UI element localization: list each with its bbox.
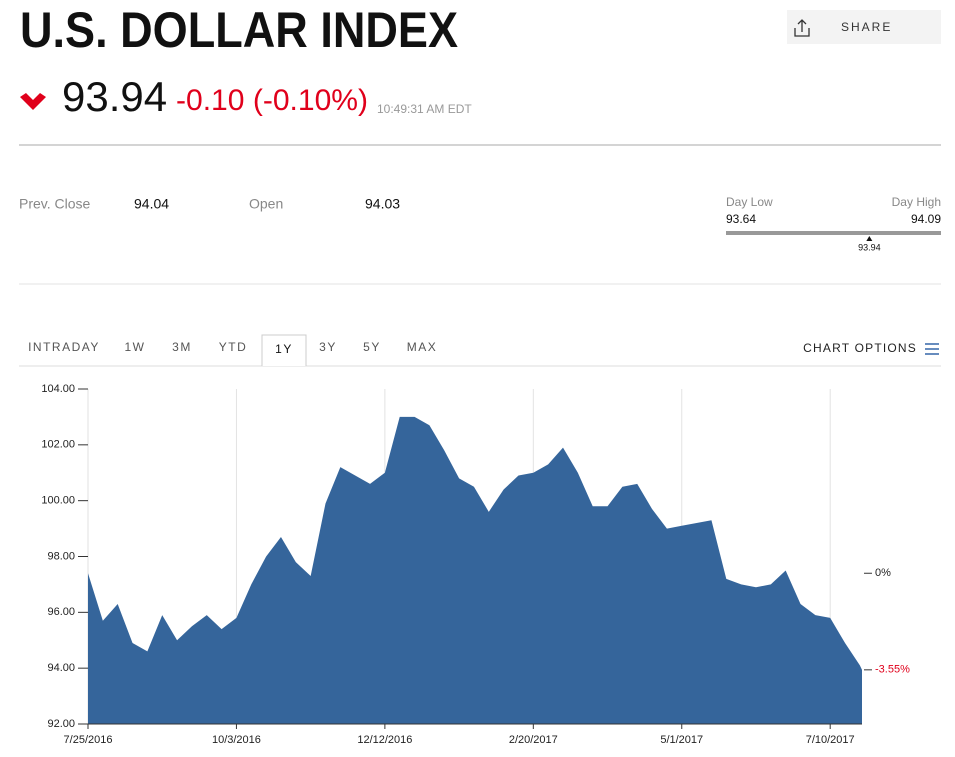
x-tick-label: 12/12/2016 — [357, 734, 412, 746]
prev-close-value: 94.04 — [134, 196, 169, 212]
y-tick-label: 100.00 — [41, 495, 75, 507]
range-tab[interactable]: 1Y — [275, 342, 293, 356]
range-tab[interactable]: MAX — [407, 340, 438, 354]
prev-close-label: Prev. Close — [19, 196, 91, 212]
x-tick-label: 2/20/2017 — [509, 734, 558, 746]
y-tick-label: 92.00 — [47, 718, 75, 730]
range-tab[interactable]: 3M — [172, 340, 192, 354]
range-tab[interactable]: 1W — [125, 340, 146, 354]
day-high-label: Day High — [892, 195, 941, 209]
range-tab[interactable]: 3Y — [319, 340, 337, 354]
quote-time: 10:49:31 AM EDT — [377, 102, 472, 116]
share-button[interactable]: SHARE — [787, 10, 941, 44]
down-arrow — [20, 93, 46, 110]
active-tab[interactable] — [261, 334, 307, 366]
share-label[interactable]: SHARE — [841, 20, 892, 34]
menu-icon[interactable] — [925, 343, 939, 355]
day-range-marker — [866, 236, 873, 241]
share-background[interactable] — [787, 10, 941, 44]
change-label: 0% — [875, 567, 891, 579]
day-low-label: Day Low — [726, 195, 773, 209]
range-tab[interactable]: 5Y — [363, 340, 381, 354]
page-title: U.S. DOLLAR INDEX — [20, 2, 458, 58]
open-value: 94.03 — [365, 196, 400, 212]
y-tick-label: 96.00 — [47, 606, 75, 618]
chart-options[interactable]: CHART OPTIONS — [803, 341, 939, 355]
range-tab[interactable]: INTRADAY — [28, 340, 100, 354]
y-tick-label: 98.00 — [47, 550, 75, 562]
x-tick-label: 5/1/2017 — [660, 734, 703, 746]
share-icon[interactable] — [794, 19, 810, 37]
price-change: -0.10 (-0.10%) — [176, 84, 368, 117]
y-tick-label: 102.00 — [41, 439, 75, 451]
range-tab[interactable]: YTD — [219, 340, 248, 354]
x-tick-label: 7/25/2016 — [64, 734, 113, 746]
day-high-value: 94.09 — [911, 212, 941, 226]
x-tick-label: 10/3/2016 — [212, 734, 261, 746]
day-range-bar — [726, 231, 941, 235]
area — [88, 416, 862, 724]
price: 93.94 — [62, 73, 167, 120]
chart-options-label[interactable]: CHART OPTIONS — [803, 341, 917, 355]
y-tick-label: 104.00 — [41, 383, 75, 395]
day-low-value: 93.64 — [726, 212, 756, 226]
open-label: Open — [249, 196, 283, 212]
change-label: -3.55% — [875, 664, 910, 676]
day-range-current: 93.94 — [858, 242, 881, 252]
x-tick-label: 7/10/2017 — [806, 734, 855, 746]
y-tick-label: 94.00 — [47, 662, 75, 674]
